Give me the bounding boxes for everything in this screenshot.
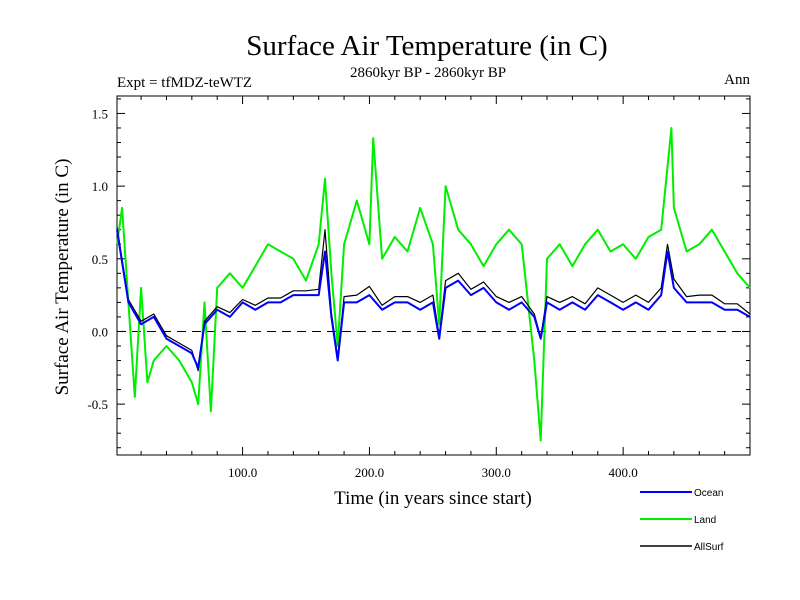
legend-label-allsurf: AllSurf: [694, 542, 724, 553]
y-tick-label: 0.0: [92, 324, 108, 339]
series-line-ocean: [116, 229, 751, 369]
legend: Ocean Land AllSurf: [640, 488, 724, 553]
chart-subtitle: 2860kyr BP - 2860kyr BP: [350, 65, 506, 81]
series-line-land: [116, 127, 751, 442]
legend-label-ocean: Ocean: [694, 488, 723, 499]
x-tick-label: 100.0: [228, 465, 257, 480]
x-tick-label: 200.0: [355, 465, 384, 480]
y-tick-label: 1.0: [92, 179, 108, 194]
axis-ticks: 100.0 200.0 300.0 400.0 -0.5 0.0 0.5 1.0 1.5: [87, 96, 750, 480]
x-tick-label: 300.0: [482, 465, 511, 480]
season-label: Ann: [724, 72, 750, 88]
x-axis-label: Time (in years since start): [334, 488, 532, 509]
x-tick-label: 400.0: [609, 465, 638, 480]
y-tick-label: -0.5: [87, 397, 108, 412]
plot-frame: [116, 95, 751, 456]
series-layer: [116, 127, 751, 442]
series-line-allsurf: [116, 226, 751, 372]
chart-title: Surface Air Temperature (in C): [246, 30, 607, 62]
legend-label-land: Land: [694, 515, 716, 526]
y-tick-label: 1.5: [92, 106, 108, 121]
y-axis-label: Surface Air Temperature (in C): [52, 159, 73, 396]
y-tick-label: 0.5: [92, 252, 108, 267]
experiment-label: Expt = tfMDZ-teWTZ: [117, 75, 252, 91]
